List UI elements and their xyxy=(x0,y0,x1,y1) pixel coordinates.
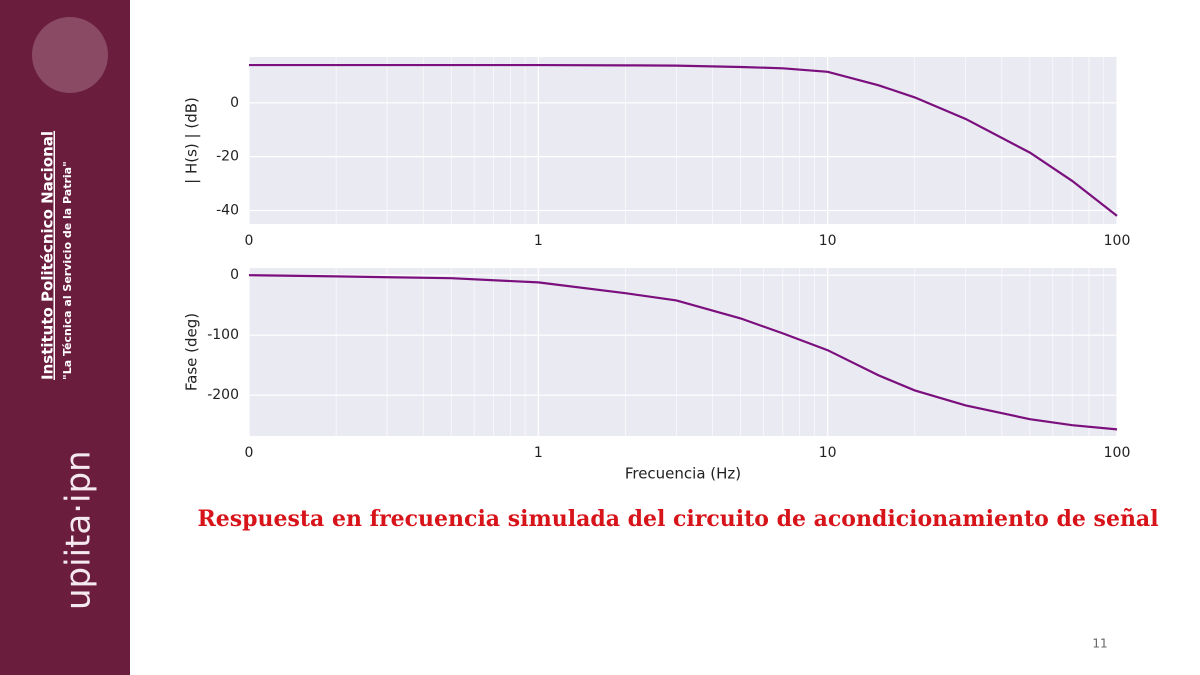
y-tick-label: -40 xyxy=(216,203,239,219)
y-axis-label: Fase (deg) xyxy=(183,313,201,391)
motto: "La Técnica al Servicio de la Patria" xyxy=(61,161,74,380)
institution: Instituto Politécnico Nacional xyxy=(39,131,57,380)
x-tick-label: 1 xyxy=(534,233,543,249)
x-tick-label: 0 xyxy=(245,233,254,249)
x-tick-label: 0 xyxy=(245,445,254,461)
x-tick-label: 10 xyxy=(819,233,837,249)
x-tick-label: 10 xyxy=(819,445,837,461)
sidebar xyxy=(0,0,130,675)
y-axis-label: | H(s) | (dB) xyxy=(183,97,201,184)
school: upiita·ipn xyxy=(59,450,99,610)
x-tick-label: 100 xyxy=(1104,233,1131,249)
logo xyxy=(32,17,108,93)
x-axis-label: Frecuencia (Hz) xyxy=(625,465,741,483)
line-series xyxy=(248,274,1118,431)
page-number: 11 xyxy=(1092,637,1107,651)
caption: Respuesta en frecuencia simulada del cir… xyxy=(197,506,1158,532)
plot-area xyxy=(249,57,1117,224)
y-tick-label: -200 xyxy=(207,387,239,403)
plot-area xyxy=(249,268,1117,436)
x-tick-label: 1 xyxy=(534,445,543,461)
y-tick-label: 0 xyxy=(230,95,239,111)
x-tick-label: 100 xyxy=(1104,445,1131,461)
y-tick-label: -20 xyxy=(216,149,239,165)
y-tick-label: -100 xyxy=(207,327,239,343)
y-tick-label: 0 xyxy=(230,267,239,283)
line-series xyxy=(249,63,1118,217)
